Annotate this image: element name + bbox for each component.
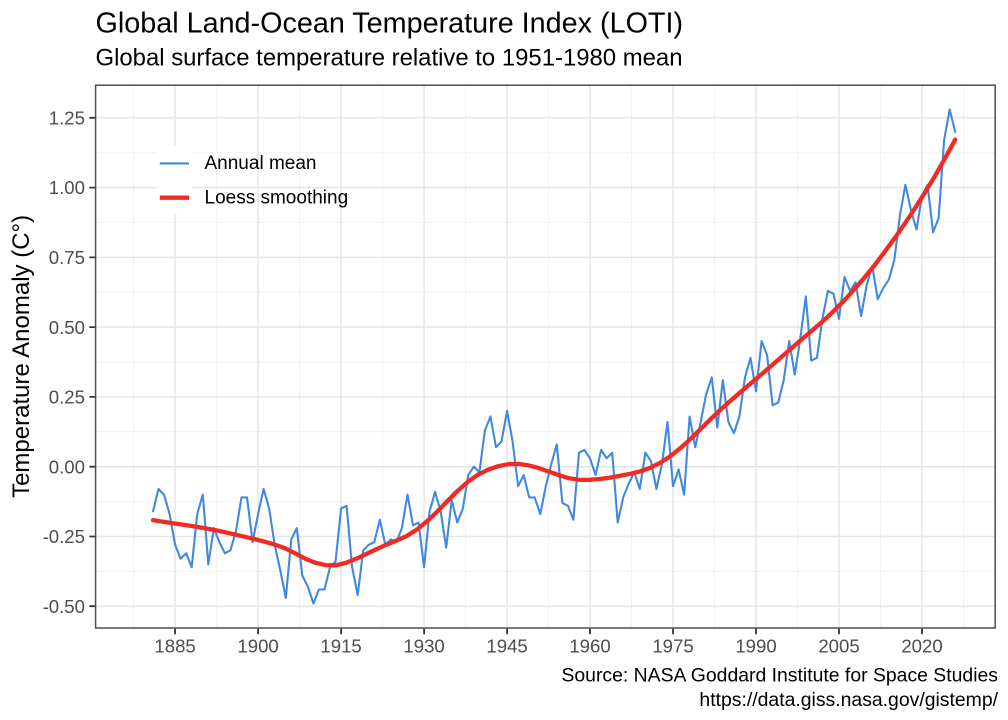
svg-text:Annual mean: Annual mean (205, 153, 317, 174)
svg-text:1.25: 1.25 (49, 107, 85, 128)
svg-text:1975: 1975 (652, 635, 693, 656)
svg-text:1960: 1960 (569, 635, 610, 656)
svg-text:https://data.giss.nasa.gov/gis: https://data.giss.nasa.gov/gistemp/ (699, 689, 998, 711)
svg-text:-0.50: -0.50 (43, 596, 85, 617)
svg-text:1930: 1930 (403, 635, 444, 656)
svg-text:2005: 2005 (818, 635, 859, 656)
svg-text:0.00: 0.00 (49, 456, 85, 477)
svg-text:0.25: 0.25 (49, 387, 85, 408)
svg-text:Temperature Anomaly (C°): Temperature Anomaly (C°) (8, 215, 35, 498)
svg-text:1915: 1915 (320, 635, 361, 656)
svg-text:Global Land-Ocean Temperature: Global Land-Ocean Temperature Index (LOT… (96, 8, 684, 40)
svg-text:1990: 1990 (735, 635, 776, 656)
svg-text:1945: 1945 (486, 635, 527, 656)
svg-text:2020: 2020 (901, 635, 942, 656)
svg-text:-0.25: -0.25 (43, 526, 85, 547)
svg-text:1885: 1885 (154, 635, 195, 656)
svg-text:Loess smoothing: Loess smoothing (205, 187, 349, 208)
svg-text:0.50: 0.50 (49, 317, 85, 338)
svg-text:Source: NASA Goddard Institute: Source: NASA Goddard Institute for Space… (561, 664, 998, 686)
svg-text:0.75: 0.75 (49, 247, 85, 268)
svg-text:1.00: 1.00 (49, 177, 85, 198)
svg-text:1900: 1900 (237, 635, 278, 656)
svg-text:Global surface temperature rel: Global surface temperature relative to 1… (96, 45, 683, 72)
